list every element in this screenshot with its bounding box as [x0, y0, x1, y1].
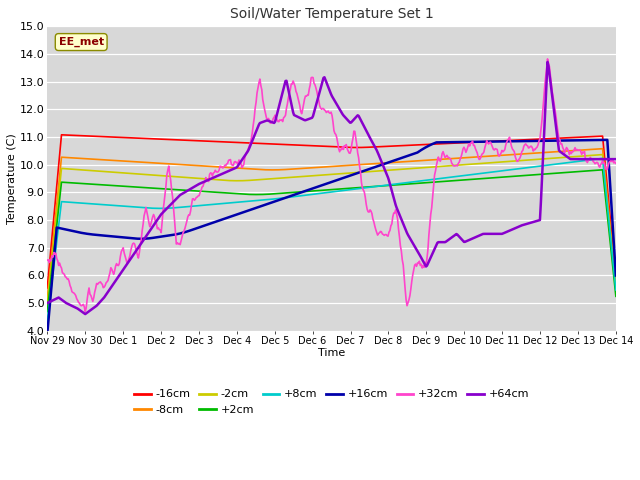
Text: EE_met: EE_met [59, 37, 104, 47]
Title: Soil/Water Temperature Set 1: Soil/Water Temperature Set 1 [230, 7, 433, 21]
Legend: -16cm, -8cm, -2cm, +2cm, +8cm, +16cm, +32cm, +64cm: -16cm, -8cm, -2cm, +2cm, +8cm, +16cm, +3… [130, 385, 533, 420]
X-axis label: Time: Time [318, 348, 345, 358]
Y-axis label: Temperature (C): Temperature (C) [7, 133, 17, 224]
